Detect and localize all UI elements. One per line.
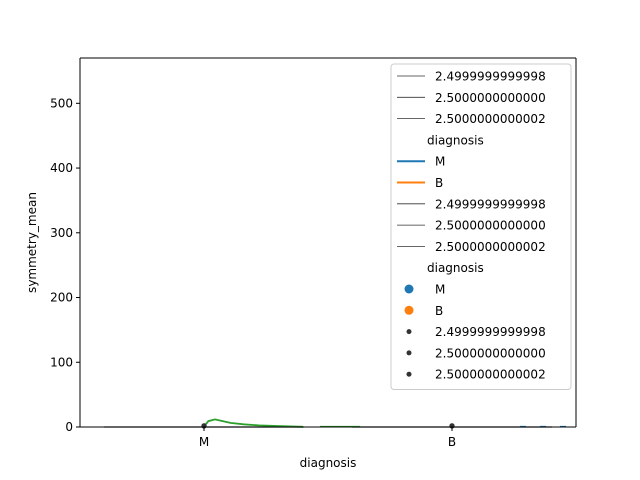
legend-label-5: B (435, 176, 443, 190)
y-tick-label-100: 100 (50, 355, 73, 369)
y-tick-label-300: 300 (50, 226, 73, 240)
x-tick-label-M: M (199, 435, 209, 449)
legend-handle-12 (406, 329, 412, 335)
legend-label-0: 2.4999999999998 (435, 70, 546, 84)
legend-label-9: diagnosis (427, 261, 484, 275)
legend-label-1: 2.5000000000000 (435, 91, 546, 105)
legend-label-13: 2.5000000000000 (435, 346, 546, 360)
legend-label-6: 2.4999999999998 (435, 197, 546, 211)
legend-label-14: 2.5000000000002 (435, 368, 546, 382)
legend-label-2: 2.5000000000002 (435, 112, 546, 126)
legend-handle-11 (404, 305, 414, 315)
x-tick-label-B: B (448, 435, 456, 449)
x-axis-label: diagnosis (300, 456, 357, 470)
legend-label-7: 2.5000000000000 (435, 219, 546, 233)
legend-box (390, 63, 572, 390)
y-tick-label-500: 500 (50, 96, 73, 110)
legend-label-4: M (435, 155, 445, 169)
legend-label-11: B (435, 304, 443, 318)
legend-handle-14 (406, 371, 412, 377)
legend-label-3: diagnosis (427, 133, 484, 147)
y-axis-label: symmetry_mean (25, 192, 39, 293)
density-curve (203, 418, 304, 428)
legend-handle-10 (404, 284, 414, 294)
y-tick-label-200: 200 (50, 291, 73, 305)
legend-label-10: M (435, 283, 445, 297)
legend-handle-13 (406, 350, 412, 356)
y-tick-label-400: 400 (50, 161, 73, 175)
legend-label-12: 2.4999999999998 (435, 325, 546, 339)
legend-label-8: 2.5000000000002 (435, 240, 546, 254)
y-tick-label-0: 0 (65, 420, 73, 434)
legend: 2.4999999999998 2.5000000000000 2.50000000… (390, 63, 572, 390)
